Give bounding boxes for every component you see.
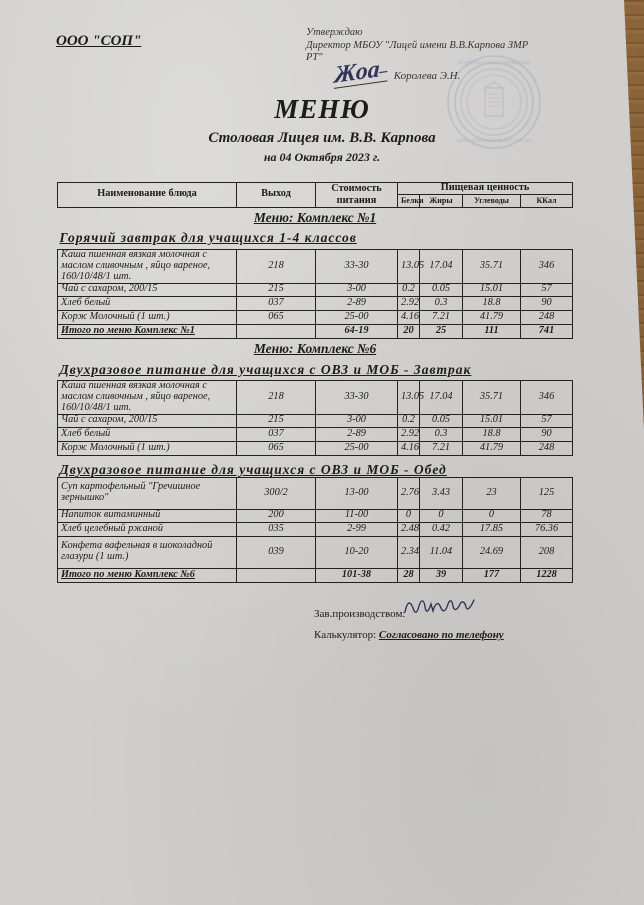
svg-text:МУНИЦИПАЛЬНОЕ БЮДЖЕТНОЕ: МУНИЦИПАЛЬНОЕ БЮДЖЕТНОЕ xyxy=(458,60,531,65)
